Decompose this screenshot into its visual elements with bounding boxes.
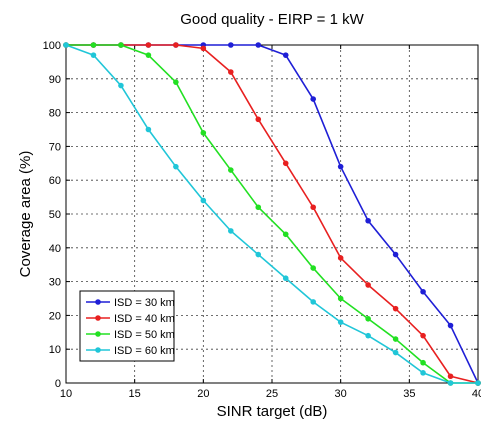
series-line [66,44,479,384]
data-point [145,52,152,58]
y-tick-label: 20 [49,310,61,322]
data-point [118,42,124,48]
y-tick-label: 70 [49,141,61,153]
data-point [310,204,317,211]
data-point [90,52,97,58]
data-point [200,197,207,204]
data-point [365,315,371,322]
legend-swatch-marker [95,331,101,337]
data-point [173,79,179,85]
x-tick-label: 20 [197,388,209,400]
legend-entry: ISD = 30 km [86,297,175,309]
data-point [365,332,371,339]
x-tick-label: 40 [472,388,481,400]
data-point [228,42,234,48]
legend-label: ISD = 30 km [114,297,175,309]
data-point [173,163,179,170]
data-point [255,251,262,258]
y-tick-label: 60 [49,175,61,187]
data-point [310,299,317,305]
legend-label: ISD = 60 km [114,345,175,357]
legend-swatch-marker [95,299,101,305]
x-axis-title: SINR target (dB) [217,403,328,420]
data-point [337,319,344,325]
y-tick-label: 10 [49,344,61,356]
data-point [365,282,371,288]
data-point [310,96,317,102]
x-tick-label: 30 [335,388,347,400]
data-point [255,116,262,123]
legend-entry: ISD = 40 km [86,313,175,325]
y-tick-label: 50 [49,209,61,221]
data-point [200,45,207,52]
legend-swatch-marker [95,347,101,353]
data-point [337,295,344,302]
data-point [173,42,179,48]
data-point [365,217,371,224]
legend-label: ISD = 40 km [114,313,175,325]
data-point [447,322,454,329]
data-point [420,332,426,339]
x-tick-label: 15 [129,388,141,400]
y-tick-label: 80 [49,108,61,120]
data-point [447,380,454,386]
data-point [255,204,262,211]
grid [66,45,478,383]
y-tick-label: 0 [55,378,61,390]
data-point [228,69,234,75]
data-point [90,42,97,48]
axis-ticks: 101520253035400102030405060708090100 [43,40,481,400]
data-point [282,275,289,282]
data-point [255,42,262,48]
x-tick-label: 10 [60,388,72,400]
y-tick-label: 90 [49,74,61,86]
data-point [420,370,426,376]
x-tick-label: 35 [403,388,415,400]
data-point [337,255,344,261]
data-point [392,336,399,342]
data-point [200,130,207,136]
y-tick-label: 40 [49,243,61,255]
data-point [420,288,426,295]
legend: ISD = 30 km ISD = 40 km ISD = 50 km ISD = 6… [79,290,175,362]
legend-entry: ISD = 50 km [86,329,175,341]
data-point [337,163,344,170]
data-series [63,42,481,386]
y-tick-label: 30 [49,277,61,289]
data-point [282,160,289,167]
data-point [145,126,152,133]
series-3 [63,42,481,386]
data-point [228,167,234,173]
x-tick-label: 25 [266,388,278,400]
data-point [118,82,124,89]
data-point [282,52,289,58]
data-point [392,305,399,312]
series-line [65,44,478,384]
data-point [282,231,289,238]
data-point [392,251,399,258]
series-line [66,44,478,384]
data-point [392,349,399,356]
data-point [310,265,317,271]
series-4 [63,42,481,386]
data-point [420,359,426,366]
data-point [63,42,69,48]
data-point [145,42,152,48]
y-tick-label: 100 [43,40,61,52]
data-point [447,373,454,380]
data-point [228,228,234,234]
legend-entry: ISD = 60 km [86,345,175,357]
chart-title: Good quality - EIRP = 1 kW [180,11,364,28]
data-point [475,380,481,386]
y-axis-title: Coverage area (%) [17,151,34,278]
legend-label: ISD = 50 km [114,329,175,341]
legend-swatch-marker [95,315,101,321]
